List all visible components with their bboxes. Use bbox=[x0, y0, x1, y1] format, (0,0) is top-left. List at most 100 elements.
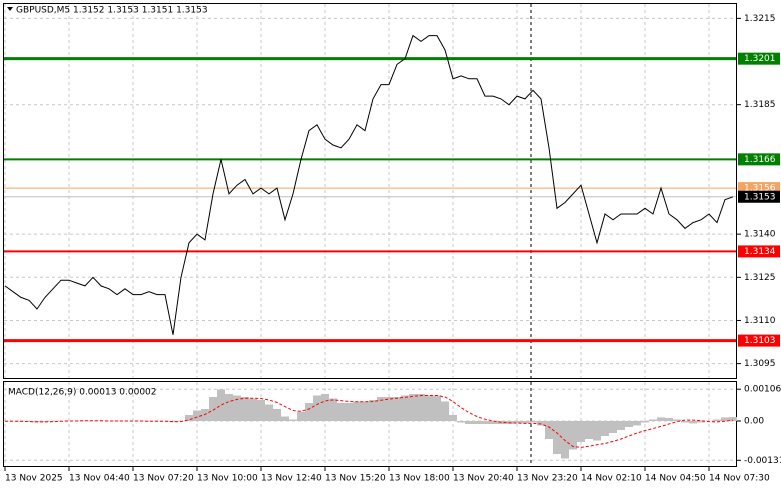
x-tick-label: 14 Nov 07:30 bbox=[709, 474, 770, 484]
level-label: 1.3103 bbox=[744, 336, 776, 346]
x-tick-label: 13 Nov 15:20 bbox=[325, 474, 386, 484]
histogram-bar bbox=[673, 419, 681, 421]
histogram-bar bbox=[257, 400, 265, 421]
histogram-bar bbox=[417, 394, 425, 421]
histogram-bar bbox=[209, 397, 217, 421]
histogram-bar bbox=[313, 395, 321, 421]
x-tick-label: 13 Nov 12:40 bbox=[261, 474, 322, 484]
histogram-bar bbox=[321, 394, 329, 421]
histogram-bar bbox=[185, 415, 193, 421]
histogram-bar bbox=[345, 403, 353, 421]
level-label: 1.3156 bbox=[744, 184, 776, 194]
x-tick-label: 13 Nov 18:00 bbox=[389, 474, 450, 484]
histogram-bar bbox=[425, 395, 433, 421]
x-tick-label: 13 Nov 20:40 bbox=[453, 474, 514, 484]
histogram-bar bbox=[409, 394, 417, 421]
histogram-bar bbox=[609, 421, 617, 433]
level-label: 1.3201 bbox=[744, 54, 776, 64]
y-tick-label: 0.00 bbox=[744, 417, 764, 427]
histogram-bar bbox=[521, 421, 529, 424]
x-tick-label: 13 Nov 07:20 bbox=[133, 474, 194, 484]
histogram-bar bbox=[601, 421, 609, 436]
y-tick-label: 1.3125 bbox=[744, 273, 776, 283]
signal-line bbox=[5, 395, 734, 448]
histogram-bar bbox=[305, 403, 313, 421]
histogram-bar bbox=[649, 419, 657, 421]
histogram-bar bbox=[473, 421, 481, 424]
x-tick-label: 14 Nov 04:50 bbox=[645, 474, 706, 484]
histogram-bar bbox=[697, 421, 705, 423]
histogram-bar bbox=[297, 412, 305, 421]
histogram-bar bbox=[289, 419, 297, 421]
histogram-bar bbox=[393, 397, 401, 421]
histogram-bar bbox=[281, 416, 289, 421]
histogram-bar bbox=[449, 415, 457, 421]
histogram-bar bbox=[457, 421, 465, 423]
histogram-bar bbox=[713, 419, 721, 421]
histogram-bar bbox=[657, 417, 665, 421]
histogram-bar bbox=[441, 401, 449, 421]
histogram-bar bbox=[273, 409, 281, 421]
histogram-bar bbox=[593, 421, 601, 441]
level-label-box bbox=[738, 334, 780, 347]
plot-layer: 13 Nov 2025 13 Nov 04:40 13 Nov 07:20 13 No… bbox=[1, 4, 781, 484]
histogram-bar bbox=[233, 395, 241, 421]
histogram-bar bbox=[329, 398, 337, 421]
histogram-bar bbox=[665, 418, 673, 421]
price-line bbox=[4, 34, 734, 335]
y-tick-label: 1.3140 bbox=[744, 230, 776, 240]
histogram-bar bbox=[169, 421, 177, 423]
histogram-bar bbox=[249, 398, 257, 421]
y-tick-label: 1.3185 bbox=[744, 100, 776, 110]
histogram-bar bbox=[361, 401, 369, 421]
level-label-box bbox=[738, 52, 780, 65]
y-tick-label: 1.3095 bbox=[744, 359, 776, 369]
histogram-bar bbox=[513, 421, 521, 424]
y-tick-label: 0.00106 bbox=[744, 385, 781, 395]
histogram-bar bbox=[369, 400, 377, 421]
histogram-bar bbox=[721, 417, 729, 421]
histogram-bar bbox=[529, 421, 537, 423]
histogram-bar bbox=[217, 389, 225, 421]
x-tick-label: 13 Nov 04:40 bbox=[69, 474, 130, 484]
main-frame bbox=[3, 3, 737, 379]
histogram-bar bbox=[193, 410, 201, 421]
x-tick-label: 13 Nov 10:00 bbox=[197, 474, 258, 484]
histogram-bar bbox=[25, 421, 33, 422]
level-label-box bbox=[738, 153, 780, 166]
histogram-bar bbox=[481, 421, 489, 424]
histogram-bar bbox=[337, 403, 345, 421]
macd-frame bbox=[3, 381, 737, 467]
histogram-bar bbox=[633, 421, 641, 426]
histogram-bar bbox=[625, 421, 633, 427]
histogram-bar bbox=[241, 397, 249, 421]
histogram-bar bbox=[585, 421, 593, 439]
y-tick-label: 1.3110 bbox=[744, 316, 776, 326]
histogram-bar bbox=[553, 421, 561, 454]
y-tick-label: -0.00131 bbox=[744, 456, 781, 466]
histogram-bar bbox=[265, 404, 273, 421]
level-label-box bbox=[738, 245, 780, 258]
histogram-bar bbox=[377, 397, 385, 421]
menu-arrow bbox=[7, 7, 13, 11]
histogram-bar bbox=[569, 421, 577, 450]
macd-title: MACD(12,26,9) 0.00013 0.00002 bbox=[8, 388, 157, 398]
histogram-bar bbox=[537, 421, 545, 426]
histogram-bar bbox=[545, 421, 553, 439]
level-label: 1.3166 bbox=[744, 155, 776, 165]
histogram-bar bbox=[641, 421, 649, 423]
histogram-bar bbox=[465, 421, 473, 424]
x-tick-label: 13 Nov 23:20 bbox=[517, 474, 578, 484]
level-label: 1.3134 bbox=[744, 247, 776, 257]
x-tick-label: 13 Nov 2025 bbox=[5, 474, 63, 484]
histogram-bar bbox=[433, 395, 441, 421]
histogram-bar bbox=[385, 397, 393, 421]
histogram-bar bbox=[201, 409, 209, 421]
histogram-bar bbox=[353, 401, 361, 421]
histogram-bar bbox=[681, 421, 689, 423]
histogram-bar bbox=[225, 394, 233, 421]
histogram-bar bbox=[689, 421, 697, 424]
histogram-bar bbox=[401, 395, 409, 421]
x-tick-label: 14 Nov 02:10 bbox=[581, 474, 642, 484]
